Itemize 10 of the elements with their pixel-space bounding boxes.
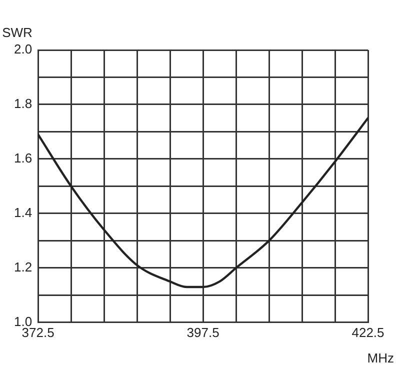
x-tick-label: 397.5	[186, 324, 220, 340]
y-tick-label: 1.8	[14, 96, 32, 112]
y-tick-label: 1.4	[14, 205, 32, 220]
y-tick-label: 1.6	[14, 150, 32, 166]
y-tick-label: 1.2	[14, 260, 32, 274]
y-tick-label: 2.0	[14, 42, 32, 57]
y-axis-title: SWR	[2, 25, 32, 40]
x-axis-title: MHz	[367, 350, 394, 366]
x-tick-label: 422.5	[352, 324, 384, 340]
line-series	[38, 117, 368, 288]
